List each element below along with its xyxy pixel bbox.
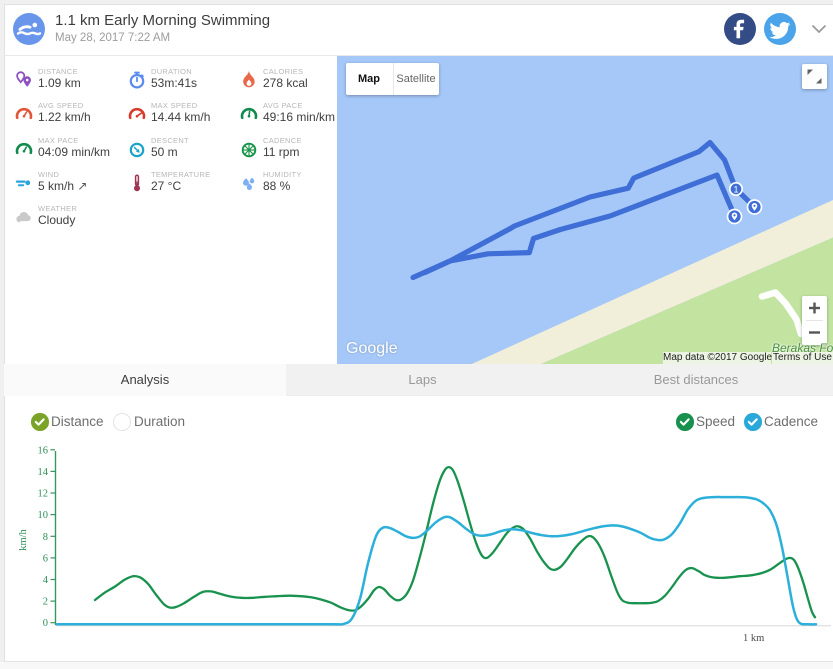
- svg-text:10: 10: [38, 510, 49, 521]
- svg-text:km/h: km/h: [18, 528, 29, 550]
- svg-text:6: 6: [43, 553, 48, 564]
- svg-text:14: 14: [38, 467, 49, 478]
- svg-text:16: 16: [38, 445, 49, 456]
- svg-text:0: 0: [43, 618, 48, 629]
- svg-text:2: 2: [43, 597, 48, 608]
- svg-text:12: 12: [38, 489, 49, 500]
- svg-text:1 km: 1 km: [743, 633, 764, 644]
- svg-text:8: 8: [43, 532, 48, 543]
- svg-text:4: 4: [43, 575, 49, 586]
- svg-text:1: 1: [733, 185, 738, 195]
